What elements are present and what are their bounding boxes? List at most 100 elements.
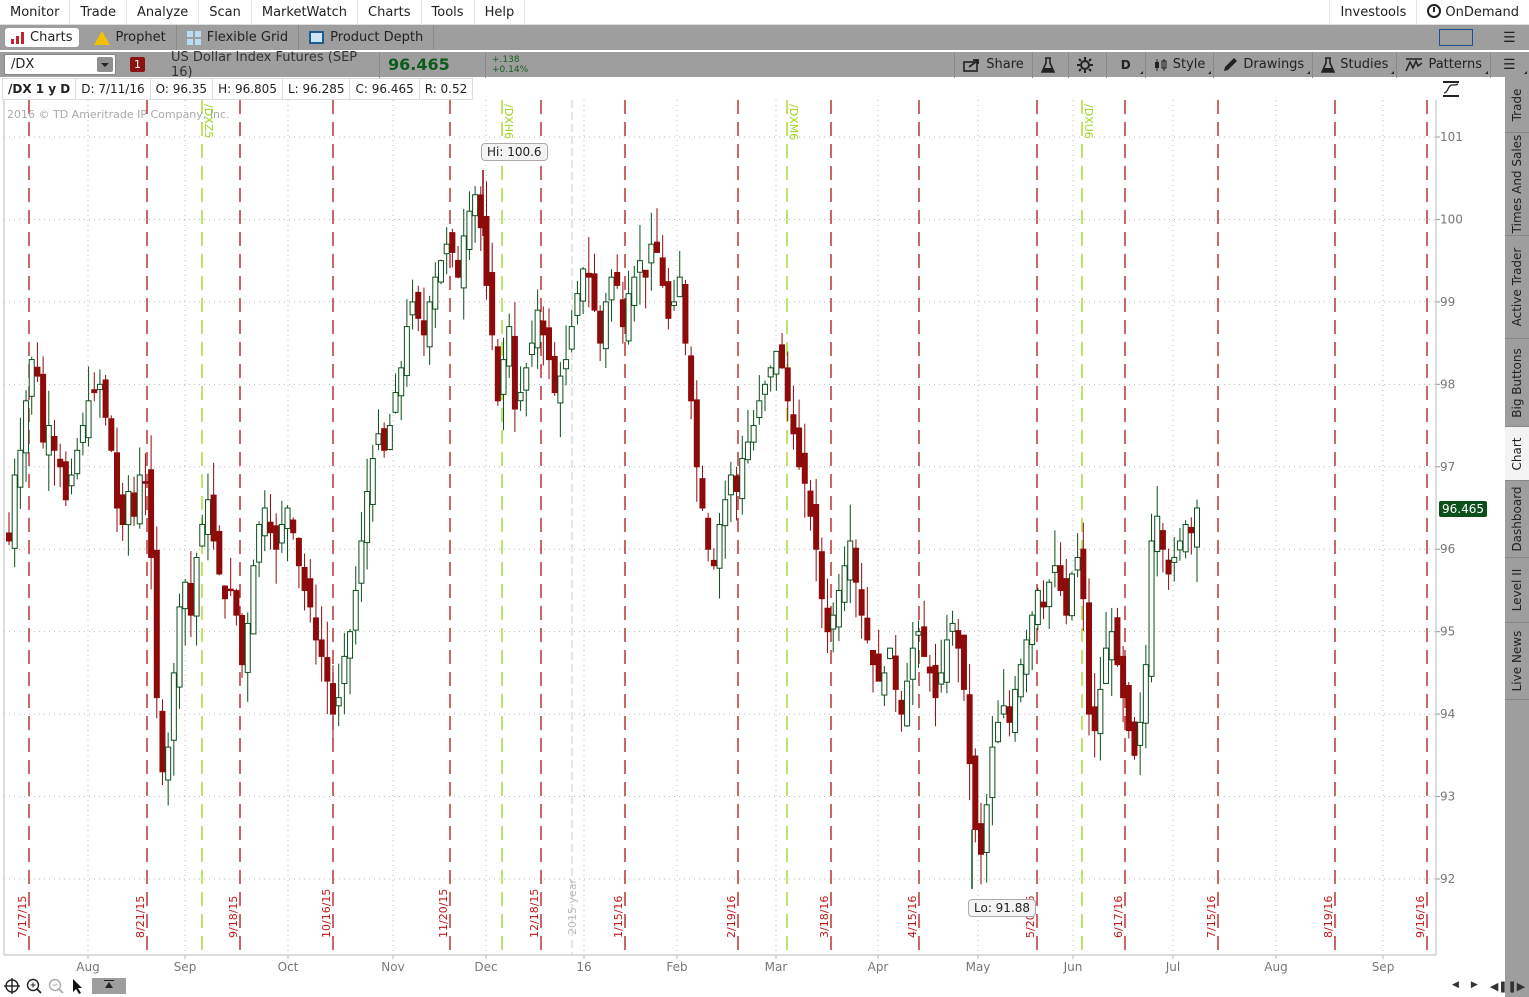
menu-help[interactable]: Help — [475, 0, 526, 25]
svg-text:6/17/16: 6/17/16 — [1112, 896, 1125, 938]
svg-text:Aug: Aug — [76, 960, 99, 974]
right-tab-level-ii[interactable]: Level II — [1505, 558, 1529, 623]
cursor-pointer-icon[interactable] — [70, 978, 86, 994]
menu-charts[interactable]: Charts — [358, 0, 422, 25]
symbol-input[interactable]: /DX — [4, 54, 116, 75]
right-side-tabs: Trade Times And Sales Active Trader Big But… — [1505, 77, 1529, 997]
chart-toolbar: /DX 1 US Dollar Index Futures (SEP 16) 9… — [0, 50, 1529, 80]
collapse-panel-button[interactable] — [92, 978, 126, 994]
scroll-right-icon[interactable]: ▶ — [1470, 980, 1478, 990]
flask-icon — [1040, 56, 1055, 73]
studies-button[interactable]: Studies — [1312, 51, 1396, 78]
svg-text:4/15/16: 4/15/16 — [906, 896, 919, 938]
tab-flexible-grid[interactable]: Flexible Grid — [177, 25, 300, 50]
svg-text:2/19/16: 2/19/16 — [725, 896, 738, 938]
svg-text:Mar: Mar — [765, 960, 788, 974]
chart-menu-button[interactable]: ☰ — [1490, 51, 1529, 78]
patterns-icon — [1405, 57, 1423, 71]
tab-charts[interactable]: Charts — [5, 28, 79, 47]
style-label: Style — [1172, 57, 1206, 72]
expand-range-icon[interactable]: ◀❚❚▶ — [1489, 980, 1526, 993]
menu-trade[interactable]: Trade — [70, 0, 128, 25]
menu-tools[interactable]: Tools — [422, 0, 475, 25]
tab-product-depth[interactable]: Product Depth — [299, 25, 435, 50]
zoom-in-icon[interactable] — [26, 978, 42, 994]
svg-text:16: 16 — [576, 960, 591, 974]
svg-text:8/21/15: 8/21/15 — [134, 896, 147, 938]
svg-text:7/17/15: 7/17/15 — [16, 896, 29, 938]
candlestick-chart-svg[interactable]: 92 93 94 95 96 97 98 99 100 101 Aug Sep Oct Nov Dec 16 F… — [0, 100, 1500, 997]
svg-text:100: 100 — [1440, 212, 1463, 226]
right-tab-label: Chart — [1510, 437, 1524, 470]
right-tab-label: Times And Sales — [1510, 134, 1524, 234]
menu-monitor[interactable]: Monitor — [0, 0, 71, 25]
drawings-button[interactable]: Drawings — [1213, 51, 1312, 78]
tab-label: Charts — [30, 30, 73, 45]
right-tab-trade[interactable]: Trade — [1505, 77, 1529, 133]
chart-title[interactable]: /DX 1 y D — [2, 78, 77, 100]
studies-flask-icon — [1321, 56, 1336, 73]
settings-button[interactable] — [1067, 51, 1106, 78]
bar-open: O: 96.35 — [150, 78, 214, 100]
right-tab-active-trader[interactable]: Active Trader — [1505, 236, 1529, 339]
right-tab-chart[interactable]: Chart — [1505, 427, 1529, 481]
pencil-icon — [1224, 57, 1238, 71]
svg-text:99: 99 — [1440, 295, 1455, 309]
right-tab-big-buttons[interactable]: Big Buttons — [1505, 339, 1529, 427]
right-tab-dashboard[interactable]: Dashboard — [1505, 481, 1529, 558]
svg-text:94: 94 — [1440, 707, 1455, 721]
menu-scan[interactable]: Scan — [199, 0, 252, 25]
grid-layout-selector[interactable] — [1439, 29, 1473, 46]
svg-text:Jun: Jun — [1063, 960, 1083, 974]
tab-label: Prophet — [115, 30, 166, 45]
product-depth-icon — [309, 31, 325, 44]
svg-text:92: 92 — [1440, 872, 1455, 886]
aggregation-period-button[interactable]: D — [1105, 51, 1145, 78]
svg-text:12/18/15: 12/18/15 — [528, 889, 541, 938]
aggregation-period-label: D — [1120, 57, 1131, 72]
pct-change-value: +0.14% — [492, 64, 529, 75]
ondemand-clock-icon — [1427, 3, 1442, 18]
svg-text:Aug: Aug — [1264, 960, 1287, 974]
svg-text:2015 year: 2015 year — [566, 878, 579, 935]
bar-low: L: 96.285 — [282, 78, 351, 100]
symbol-value: /DX — [11, 57, 35, 72]
link-group-badge[interactable]: 1 — [130, 57, 145, 72]
svg-text:93: 93 — [1440, 790, 1455, 804]
tab-prophet[interactable]: Prophet — [84, 25, 177, 50]
svg-text:1/15/16: 1/15/16 — [612, 896, 625, 938]
charts-subtab-bar: Charts Prophet Flexible Grid Product Dep… — [0, 25, 1529, 50]
share-button[interactable]: Share — [954, 51, 1032, 78]
svg-text:/DXZ5: /DXZ5 — [202, 104, 215, 138]
svg-text:8/19/16: 8/19/16 — [1322, 896, 1335, 938]
zoom-out-icon[interactable] — [48, 978, 64, 994]
menu-marketwatch[interactable]: MarketWatch — [252, 0, 359, 25]
net-change-value: +.138 — [492, 54, 520, 65]
svg-text:95: 95 — [1440, 625, 1455, 639]
patterns-button[interactable]: Patterns — [1396, 51, 1490, 78]
right-tab-times-and-sales[interactable]: Times And Sales — [1505, 133, 1529, 236]
svg-text:/DXM6: /DXM6 — [787, 104, 800, 140]
svg-text:98: 98 — [1440, 377, 1455, 391]
ondemand-button[interactable]: OnDemand — [1416, 0, 1529, 25]
bar-close: C: 96.465 — [350, 78, 420, 100]
svg-text:Nov: Nov — [381, 960, 404, 974]
price-chart[interactable]: 92 93 94 95 96 97 98 99 100 101 Aug Sep Oct Nov Dec 16 F… — [0, 100, 1500, 997]
svg-text:Dec: Dec — [474, 960, 497, 974]
investools-link[interactable]: Investools — [1329, 0, 1416, 25]
right-tab-label: Active Trader — [1510, 247, 1524, 327]
crosshair-icon[interactable] — [4, 978, 20, 994]
symbol-dropdown-button[interactable] — [97, 57, 113, 72]
menu-analyze[interactable]: Analyze — [127, 0, 200, 25]
right-tab-label: Dashboard — [1510, 486, 1524, 552]
right-tab-live-news[interactable]: Live News — [1505, 623, 1529, 700]
scroll-left-icon[interactable]: ◀ — [1452, 980, 1459, 990]
style-button[interactable]: Style — [1144, 51, 1214, 78]
quick-study-icon[interactable] — [1442, 80, 1460, 98]
net-change: +.138 +0.14% — [485, 51, 531, 78]
svg-text:May: May — [966, 960, 991, 974]
drawings-label: Drawings — [1243, 57, 1305, 72]
studies-flask-button[interactable] — [1031, 51, 1068, 78]
list-menu-icon[interactable]: ☰ — [1503, 29, 1516, 46]
